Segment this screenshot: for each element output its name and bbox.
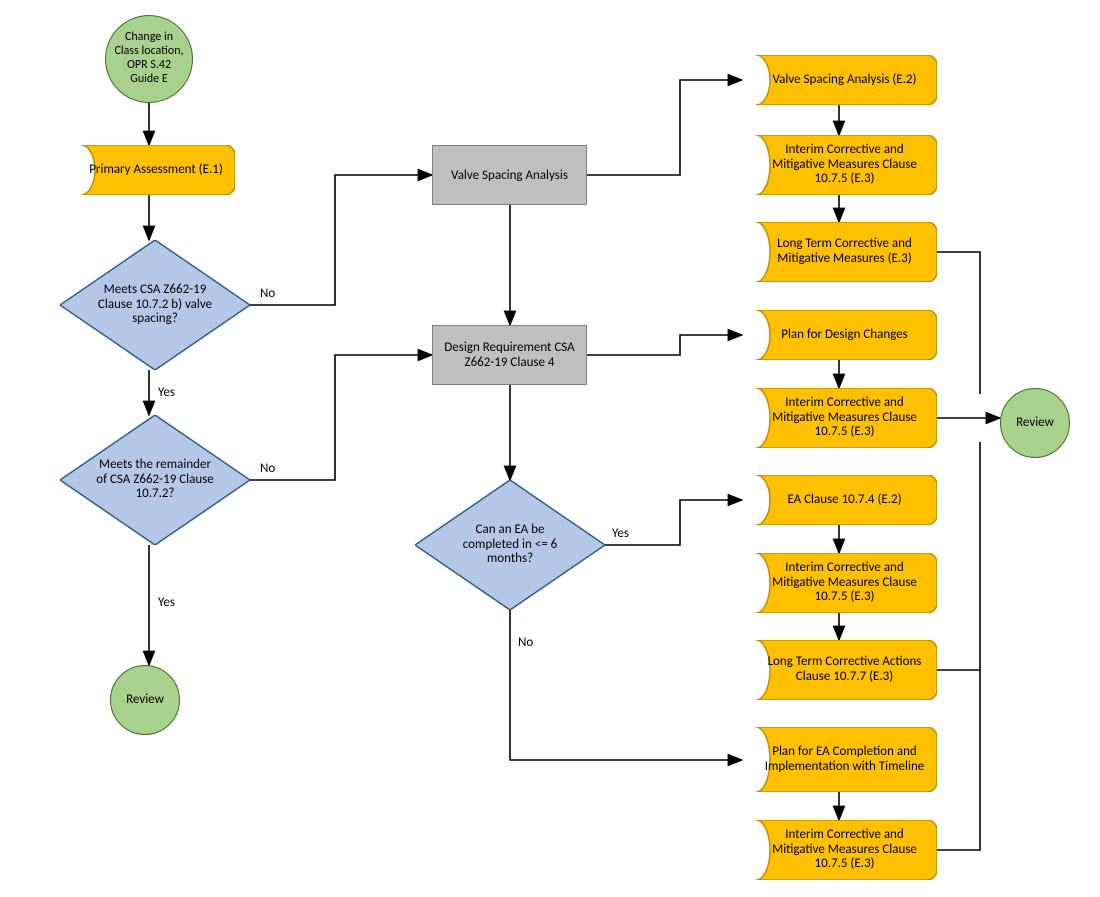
process-label: Interim Corrective and Mitigative Measur… bbox=[760, 388, 929, 448]
edge-e20 bbox=[937, 442, 980, 670]
decision-label: Can an EA be completed in <= 6 months? bbox=[415, 480, 605, 610]
process-label: Plan for Design Changes bbox=[760, 310, 929, 360]
edge-label-e4: No bbox=[260, 286, 275, 301]
process-label: Plan for EA Completion and Implementatio… bbox=[760, 727, 929, 792]
edge-e8 bbox=[587, 80, 742, 175]
terminator-review_right: Review bbox=[1000, 388, 1070, 458]
decision-d2: Meets the remainder of CSA Z662-19 Claus… bbox=[60, 415, 250, 545]
terminator-label: Review bbox=[1010, 410, 1060, 437]
process-label: Interim Corrective and Mitigative Measur… bbox=[760, 135, 929, 195]
process-r_plan_ea: Plan for EA Completion and Implementatio… bbox=[742, 727, 937, 792]
process-r_longterm2: Long Term Corrective Actions Clause 10.7… bbox=[742, 640, 937, 700]
process-r_interim2: Interim Corrective and Mitigative Measur… bbox=[742, 388, 937, 448]
process-design_req_gray: Design Requirement CSA Z662-19 Clause 4 bbox=[432, 325, 587, 385]
edge-e5 bbox=[250, 355, 432, 480]
edge-label-e10: Yes bbox=[612, 526, 629, 541]
terminator-start_circle: Change in Class location, OPR S.42 Guide… bbox=[105, 15, 193, 103]
decision-d3: Can an EA be completed in <= 6 months? bbox=[415, 480, 605, 610]
flowchart-canvas: Change in Class location, OPR S.42 Guide… bbox=[0, 0, 1100, 897]
edge-e9 bbox=[587, 335, 742, 355]
decision-label: Meets the remainder of CSA Z662-19 Claus… bbox=[60, 415, 250, 545]
process-primary_assessment: Primary Assessment (E.1) bbox=[67, 145, 235, 195]
process-label: Interim Corrective and Mitigative Measur… bbox=[760, 820, 929, 880]
process-r_valve_spacing: Valve Spacing Analysis (E.2) bbox=[742, 55, 937, 105]
process-r_plan_design: Plan for Design Changes bbox=[742, 310, 937, 360]
edge-label-e3: Yes bbox=[158, 595, 175, 610]
terminator-label: Change in Class location, OPR S.42 Guide… bbox=[106, 25, 192, 92]
decision-label: Meets CSA Z662-19 Clause 10.7.2 b) valve… bbox=[60, 240, 250, 370]
terminator-review_left: Review bbox=[110, 665, 180, 735]
edge-label-e11: No bbox=[518, 635, 533, 650]
terminator-label: Review bbox=[120, 687, 170, 714]
process-r_interim3: Interim Corrective and Mitigative Measur… bbox=[742, 553, 937, 613]
edge-e21 bbox=[937, 670, 980, 850]
process-label: Design Requirement CSA Z662-19 Clause 4 bbox=[433, 336, 586, 374]
edge-e18 bbox=[937, 252, 980, 394]
process-label: Valve Spacing Analysis bbox=[443, 164, 576, 187]
process-label: Valve Spacing Analysis (E.2) bbox=[760, 55, 929, 105]
edge-e4 bbox=[250, 175, 432, 305]
process-label: Primary Assessment (E.1) bbox=[85, 145, 227, 195]
process-label: EA Clause 10.7.4 (E.2) bbox=[760, 475, 929, 525]
process-valve_spacing_gray: Valve Spacing Analysis bbox=[432, 145, 587, 205]
edge-e11 bbox=[510, 610, 742, 760]
edge-label-e2: Yes bbox=[158, 385, 175, 400]
process-r_ea: EA Clause 10.7.4 (E.2) bbox=[742, 475, 937, 525]
process-label: Long Term Corrective and Mitigative Meas… bbox=[760, 222, 929, 282]
process-r_interim1: Interim Corrective and Mitigative Measur… bbox=[742, 135, 937, 195]
process-r_interim4: Interim Corrective and Mitigative Measur… bbox=[742, 820, 937, 880]
process-r_longterm1: Long Term Corrective and Mitigative Meas… bbox=[742, 222, 937, 282]
process-label: Interim Corrective and Mitigative Measur… bbox=[760, 553, 929, 613]
process-label: Long Term Corrective Actions Clause 10.7… bbox=[760, 640, 929, 700]
decision-d1: Meets CSA Z662-19 Clause 10.7.2 b) valve… bbox=[60, 240, 250, 370]
edge-label-e5: No bbox=[260, 461, 275, 476]
